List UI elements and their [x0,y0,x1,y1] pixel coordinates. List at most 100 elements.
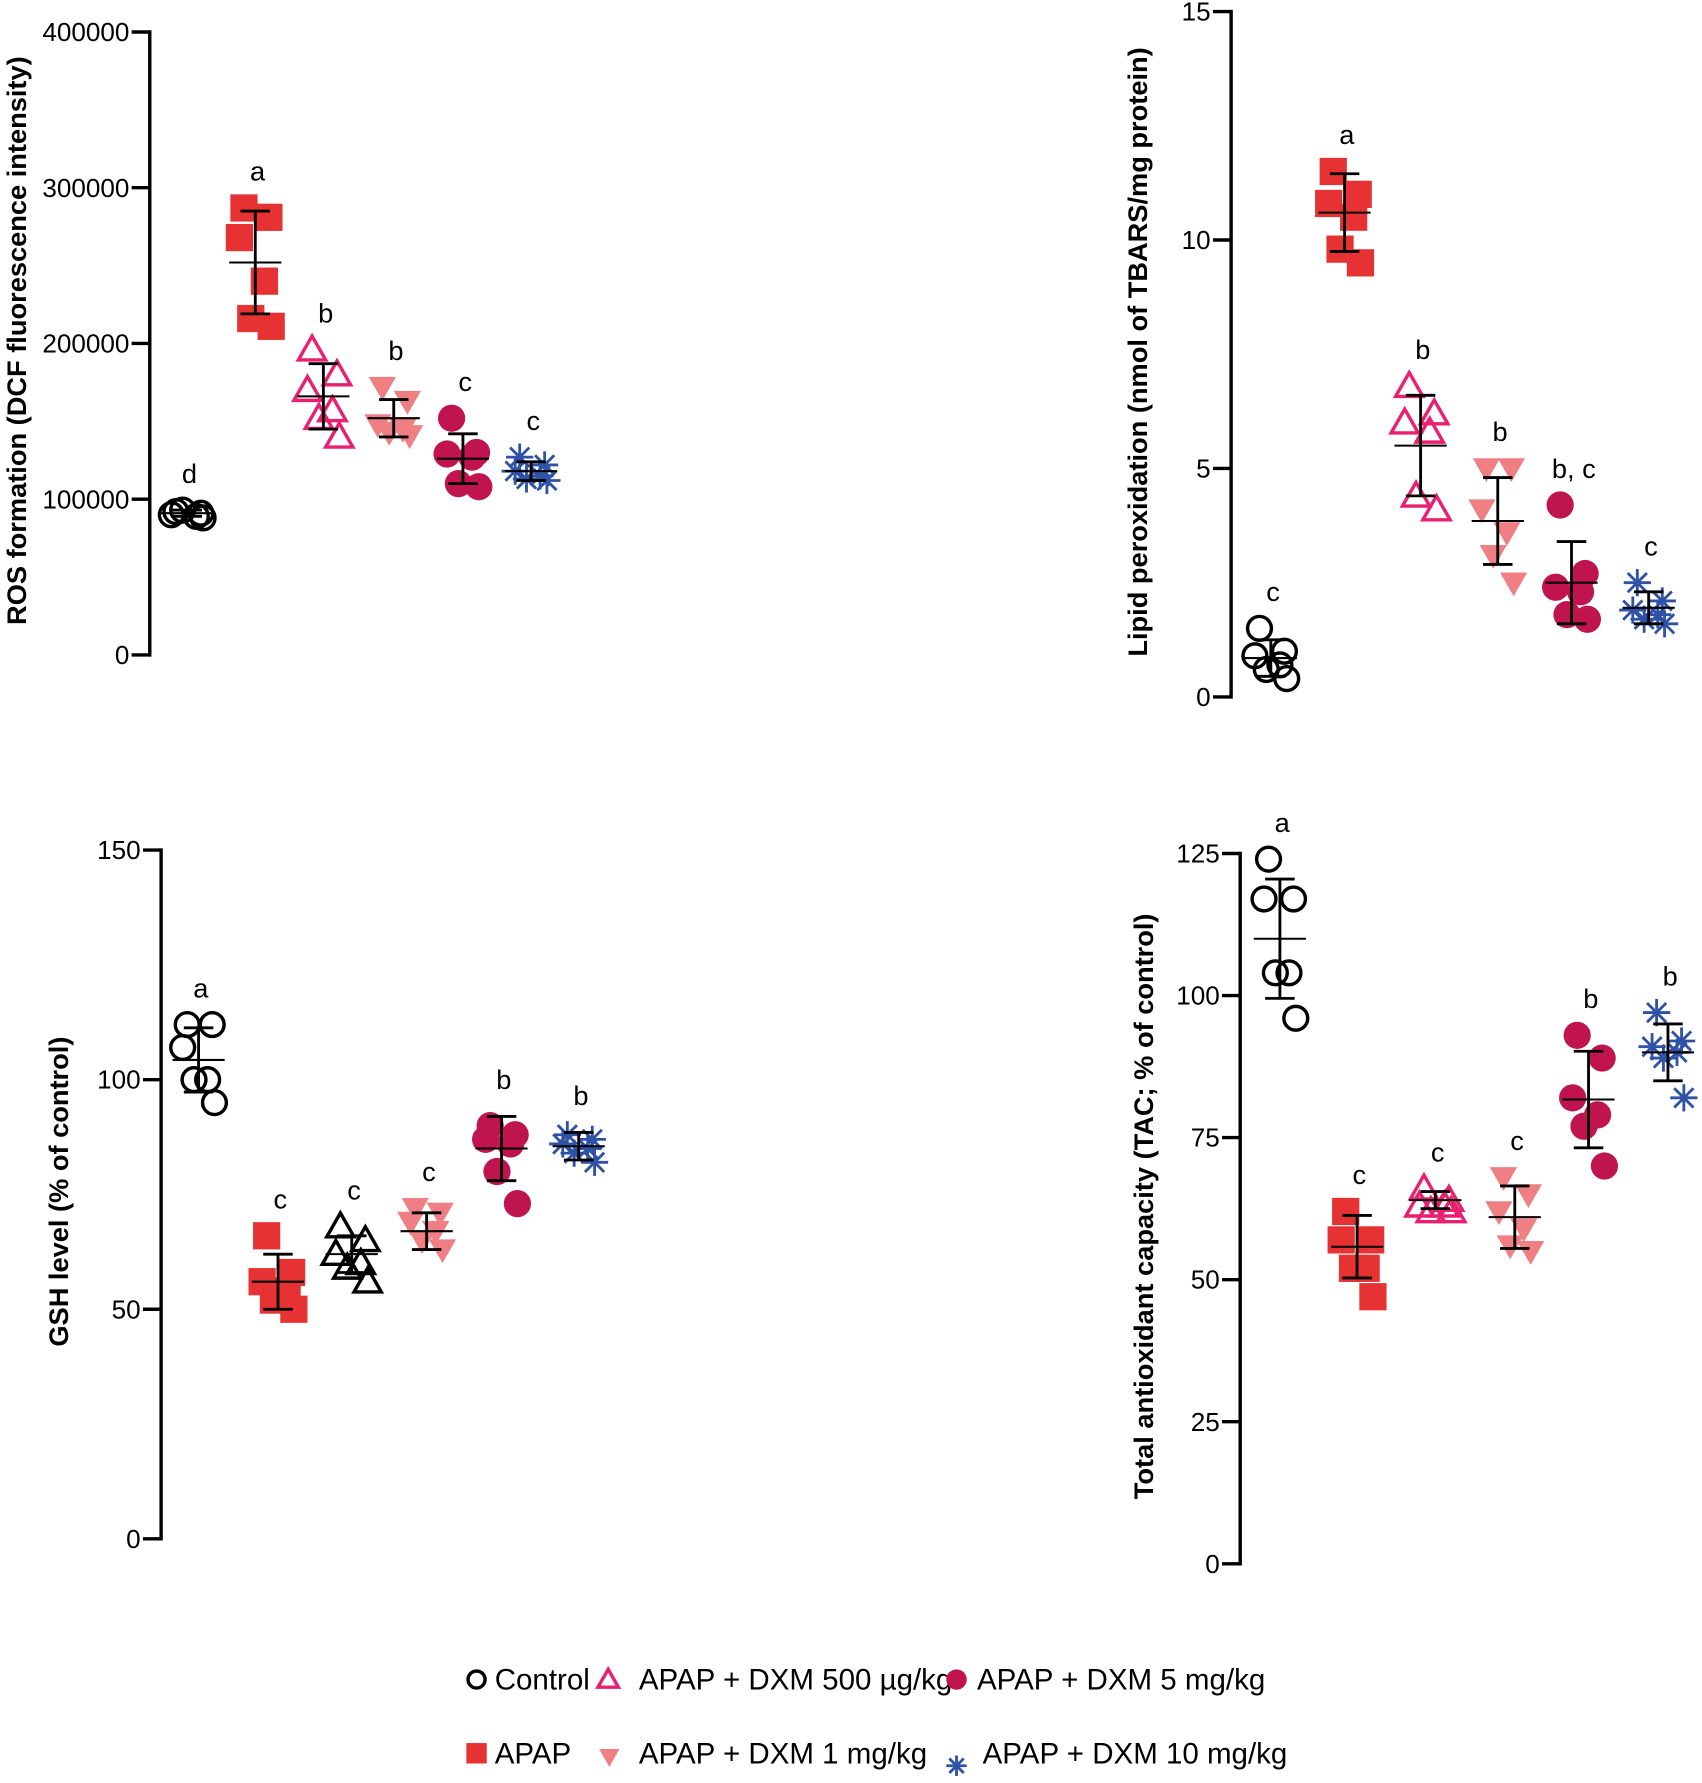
square-marker [225,223,254,252]
y-tick-label: 0 [1205,1549,1220,1579]
data-point [1559,1084,1587,1112]
data-point [1357,1226,1385,1254]
asterisk-stroke [1670,1030,1693,1052]
data-point [1670,1084,1698,1112]
significance-letter: c [1266,576,1280,607]
significance-letter: c [273,1184,287,1215]
group-3: c [1485,1125,1545,1265]
circle-marker [189,504,217,532]
data-point [496,1130,525,1158]
triangle-down-marker [401,1198,429,1222]
triangle-down-marker [422,1220,450,1245]
data-point [1273,665,1301,693]
asterisk-stroke [1633,608,1655,630]
asterisk-stroke [1626,572,1648,594]
data-point [1388,405,1422,435]
significance-letter: b [388,335,403,366]
group-0: d [157,458,217,532]
dot-marker [458,443,486,471]
data-point [1407,1171,1441,1201]
asterisk-stroke [536,469,558,492]
data-point [1563,1021,1591,1049]
dot-marker [1553,601,1581,629]
y-tick-label: 50 [112,1294,141,1324]
asterisk-stroke [552,1133,574,1155]
data-point [1413,414,1447,444]
data-point [1250,885,1278,913]
data-point [323,1209,357,1239]
significance-letter: c [347,1174,361,1205]
data-point [1270,637,1299,665]
data-point [1485,1201,1513,1226]
dot-marker [496,1130,525,1158]
data-point [1254,845,1283,873]
circle-marker [169,1033,197,1062]
triangle-down-marker [1468,499,1496,524]
square-marker [255,203,283,231]
asterisk-stroke [509,446,531,468]
triangle-down-marker [428,1239,457,1264]
group-2: c [319,1174,385,1294]
triangle-marker [1388,405,1422,435]
legend-item: APAP + DXM 10 mg/kg [946,1737,1287,1776]
group-5: c [1619,530,1679,638]
data-point [1630,605,1658,633]
triangle-marker [290,373,325,403]
data-point [503,1190,532,1218]
y-axis-label: Lipid peroxidation (nmol of TBARS/mg pro… [1122,47,1153,656]
group-5: c [501,405,561,495]
circle-marker [1270,637,1299,665]
data-point [1479,545,1507,569]
data-point [1546,491,1574,519]
data-point [549,1130,577,1158]
data-point [426,1202,454,1227]
dot-marker [1559,1084,1587,1112]
data-point [322,419,356,449]
asterisk-stroke [583,1151,606,1173]
data-point [437,404,466,432]
group-3: b [1468,416,1528,597]
data-point [1346,249,1375,277]
data-point [1359,1283,1387,1311]
significance-letter: b [1415,334,1430,365]
data-point [1649,1044,1678,1072]
group-4: b [472,1064,532,1218]
data-point [395,425,424,449]
significance-letter: a [1339,119,1355,150]
triangle-down-marker [1485,1201,1513,1226]
data-point [465,473,493,501]
data-point [375,422,403,446]
triangle-down-marker [1472,458,1501,483]
group-0: a [1250,807,1310,1032]
square-marker [230,194,258,222]
chart-panel-1: 0 100000 200000 300000 400000 ROS formation (… [1,17,561,670]
group-2: b [290,297,356,449]
asterisk-stroke [1653,613,1676,635]
triangle-down-marker [1497,458,1525,483]
data-point [506,443,534,471]
dot-marker [946,1669,967,1690]
significance-letter: b [1492,416,1507,447]
triangle-marker [351,1264,385,1294]
data-point [1510,1218,1538,1243]
data-point [1327,1226,1355,1254]
triangle-marker [1407,1171,1441,1201]
y-axis-label: GSH level (% of control) [43,1037,74,1347]
triangle-down-marker [393,390,421,415]
dot-marker [1566,578,1595,606]
legend-label: Control [495,1664,590,1697]
significance-letter: c [422,1156,436,1187]
triangle-down-marker [375,422,403,446]
triangle-marker [302,401,336,431]
data-point [351,1264,385,1294]
square-marker [1327,1226,1355,1254]
legend-label: APAP + DXM 500 µg/kg [639,1664,953,1697]
triangle-marker [595,1665,622,1689]
triangle-marker [315,393,350,423]
group-1: c [248,1184,308,1323]
y-tick-label: 0 [1196,682,1211,712]
circle-marker [1275,959,1303,987]
circle-marker [1254,845,1283,873]
